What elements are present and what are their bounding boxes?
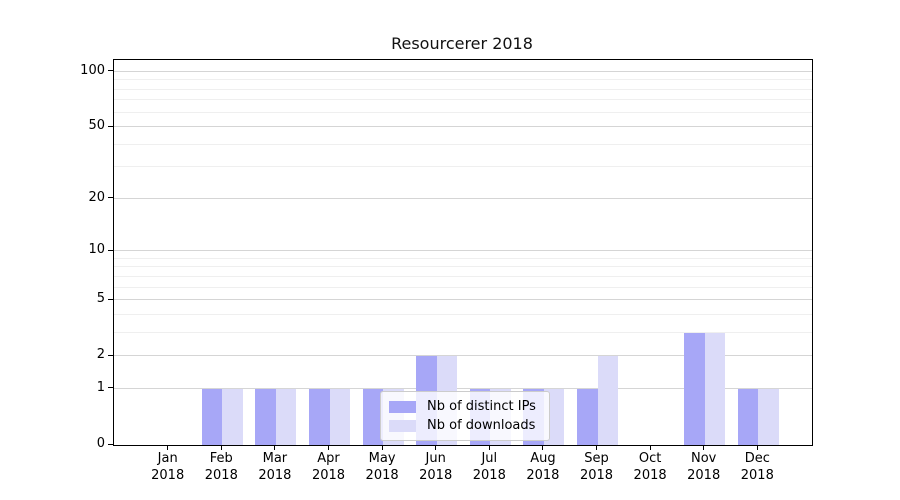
x-tick-label: Jan 2018 — [151, 451, 185, 483]
bar-nb-of-distinct-ips-dec — [737, 388, 759, 445]
bar-nb-of-downloads-apr — [329, 388, 350, 445]
gridline-major — [114, 299, 812, 301]
bar-nb-of-downloads-sep — [597, 356, 618, 445]
x-tick-label: Oct 2018 — [633, 451, 667, 483]
y-tick-mark — [108, 387, 113, 389]
legend-label-distinct-ips: Nb of distinct IPs — [427, 399, 536, 414]
x-tick-mark — [167, 445, 169, 450]
y-tick-mark — [108, 354, 113, 356]
x-tick-label: Dec 2018 — [740, 451, 774, 483]
y-tick-label: 5 — [96, 291, 105, 307]
gridline-minor — [114, 257, 812, 259]
x-tick-label: Sep 2018 — [579, 451, 614, 483]
legend-row: Nb of downloads — [389, 416, 541, 435]
gridline-major — [114, 387, 812, 389]
y-tick-label: 0 — [96, 436, 105, 451]
x-tick-mark — [488, 445, 490, 450]
gridline-minor — [114, 111, 812, 113]
gridline-minor — [114, 275, 812, 277]
bar-nb-of-distinct-ips-apr — [309, 388, 330, 445]
x-tick-mark — [596, 445, 597, 450]
x-tick-label: Nov 2018 — [687, 451, 721, 483]
y-tick-label: 20 — [88, 189, 105, 205]
y-tick-label: 2 — [96, 347, 105, 363]
x-tick-mark — [756, 445, 758, 450]
y-tick-label: 50 — [88, 118, 105, 133]
gridline-major — [114, 70, 812, 72]
bar-nb-of-distinct-ips-may — [362, 388, 384, 445]
y-tick-label: 100 — [80, 62, 105, 78]
x-tick-label: Mar 2018 — [258, 451, 292, 483]
y-tick-mark — [108, 197, 113, 199]
gridline-minor — [114, 79, 812, 81]
gridline-major — [114, 197, 812, 199]
x-tick-mark — [542, 445, 544, 450]
legend-label-downloads: Nb of downloads — [427, 418, 536, 433]
legend-row: Nb of distinct IPs — [389, 397, 541, 416]
gridline-major — [114, 355, 812, 357]
gridline-minor — [114, 331, 812, 333]
bar-nb-of-distinct-ips-feb — [201, 388, 223, 445]
bar-nb-of-downloads-dec — [758, 388, 779, 445]
y-tick-mark — [108, 443, 113, 445]
legend: Nb of distinct IPs Nb of downloads — [380, 391, 550, 441]
x-tick-label: Jun 2018 — [419, 451, 453, 483]
bar-nb-of-downloads-nov — [704, 332, 726, 445]
gridline-minor — [114, 166, 812, 168]
x-tick-mark — [274, 445, 276, 450]
chart-title: Resourcerer 2018 — [391, 34, 533, 53]
x-tick-label: Aug 2018 — [526, 451, 560, 483]
gridline-major — [114, 250, 812, 251]
legend-swatch-distinct-ips — [389, 400, 416, 413]
y-tick-mark — [108, 70, 113, 72]
bar-nb-of-distinct-ips-nov — [684, 332, 705, 445]
bar-nb-of-downloads-feb — [222, 388, 243, 445]
gridline-minor — [114, 143, 812, 145]
plot-area — [113, 59, 813, 446]
legend-swatch-downloads — [389, 419, 416, 432]
gridline-minor — [114, 88, 812, 90]
x-tick-mark — [649, 445, 651, 450]
x-tick-label: Apr 2018 — [311, 451, 346, 483]
gridline-major — [114, 126, 812, 127]
y-tick-label: 10 — [88, 242, 105, 257]
x-tick-label: Jul 2018 — [472, 451, 506, 483]
bar-nb-of-distinct-ips-mar — [255, 388, 276, 445]
y-tick-mark — [108, 298, 113, 300]
x-tick-mark — [328, 445, 329, 450]
x-tick-mark — [381, 445, 383, 450]
gridline-minor — [114, 286, 812, 288]
y-tick-mark — [108, 125, 113, 127]
x-tick-label: Feb 2018 — [204, 451, 238, 483]
y-tick-label: 1 — [96, 379, 105, 395]
x-tick-label: May 2018 — [365, 451, 399, 483]
x-tick-mark — [703, 445, 705, 450]
x-tick-mark — [435, 445, 437, 450]
gridline-minor — [114, 266, 812, 268]
bar-nb-of-downloads-mar — [275, 388, 297, 445]
gridline-minor — [114, 99, 812, 101]
gridline-minor — [114, 313, 812, 315]
y-tick-mark — [108, 249, 113, 251]
bar-nb-of-distinct-ips-sep — [577, 388, 598, 445]
x-tick-mark — [220, 445, 222, 450]
